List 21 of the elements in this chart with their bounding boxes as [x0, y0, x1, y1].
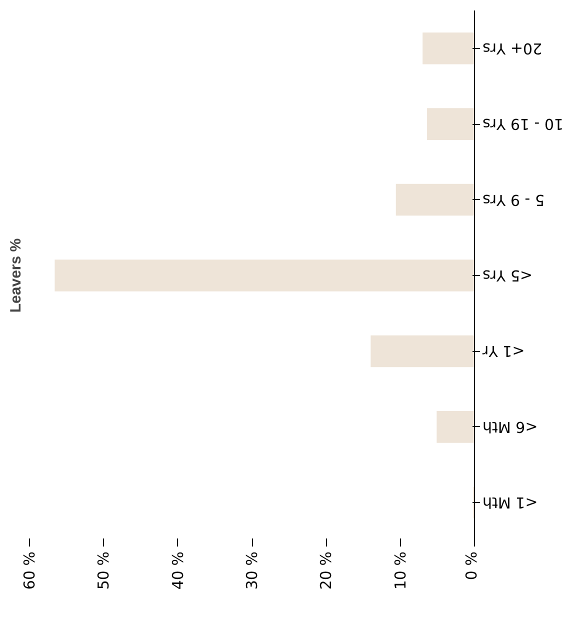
y-tick-label: 5 - 9 Yrs [482, 190, 544, 209]
x-tick-label: 60 % [20, 552, 38, 590]
x-tick-label: 0 % [462, 551, 480, 580]
y-tick-label: <1 Mth [482, 494, 538, 512]
y-tick-label: <1 Yr [482, 342, 525, 360]
y-tick-label: <5 Yrs [482, 266, 533, 284]
x-tick-label: 20 % [317, 552, 336, 590]
bar [396, 184, 474, 216]
bar [370, 335, 474, 368]
bar [54, 260, 474, 292]
x-tick-label: 50 % [94, 552, 113, 590]
x-tick-label: 30 % [243, 552, 261, 590]
x-tick-label: 40 % [168, 552, 187, 590]
x-tick-label: 10 % [391, 552, 410, 590]
y-tick-label: 20+ Yrs [482, 39, 542, 58]
y-axis-title: Leavers % [8, 238, 24, 313]
bar [427, 108, 474, 140]
bar [422, 32, 474, 64]
y-tick-label: 10 - 19 Yrs [482, 115, 564, 134]
bar [436, 411, 474, 443]
y-tick-label: <6 Mth [482, 418, 538, 436]
